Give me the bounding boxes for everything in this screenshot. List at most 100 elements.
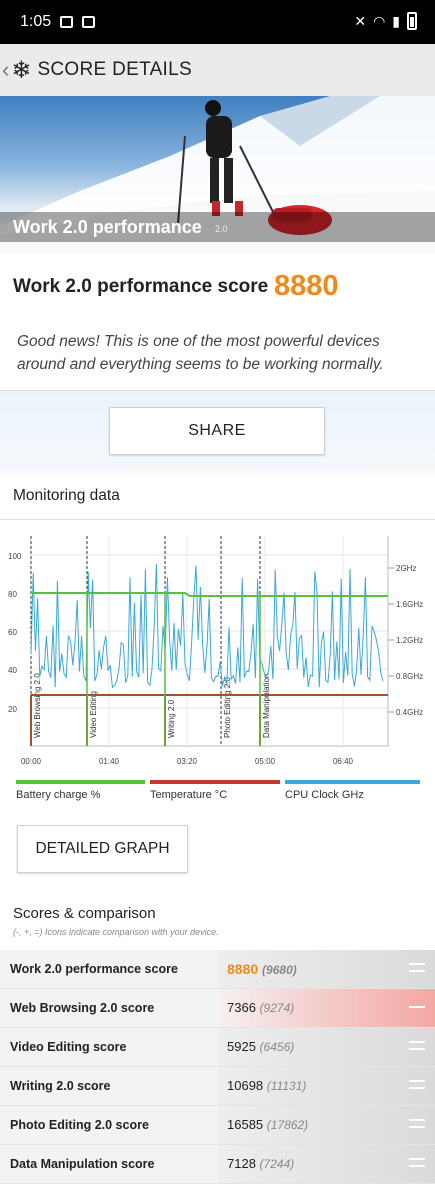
comparison-icon bbox=[409, 1158, 425, 1167]
table-row[interactable]: Video Editing score 5925 (6456) bbox=[0, 1028, 435, 1067]
segment-label: Writing 2.0 bbox=[167, 699, 176, 738]
monitoring-panel: Monitoring data 100 80 60 40 20 2GHz 1.6GHz 1.2… bbox=[0, 473, 435, 936]
result-description: Good news! This is one of the most power… bbox=[0, 318, 435, 391]
y-right-tick: 1.6GHz bbox=[396, 600, 423, 609]
row-name: Photo Editing 2.0 score bbox=[10, 1118, 149, 1132]
segment-label: Data Manipulation bbox=[262, 674, 271, 738]
gallery-notification-icon bbox=[60, 16, 74, 28]
scores-section: Scores & comparison (-, +, =) Icons indi… bbox=[0, 895, 435, 1200]
row-value-cell: 7128 (7244) bbox=[218, 1145, 435, 1183]
legend-cpu: CPU Clock GHz bbox=[285, 780, 420, 801]
y-left-tick: 40 bbox=[8, 666, 17, 675]
row-value: 7128 (7244) bbox=[227, 1156, 294, 1171]
status-bar: 1:05 ✕ ◠ ▮ bbox=[0, 0, 435, 44]
row-score: 8880 bbox=[227, 961, 259, 977]
table-row[interactable]: Web Browsing 2.0 score 7366 (9274) bbox=[0, 989, 435, 1028]
hero-illustration bbox=[0, 96, 435, 254]
row-value: 16585 (17862) bbox=[227, 1117, 308, 1132]
share-section: SHARE bbox=[0, 391, 435, 473]
row-value: 7366 (9274) bbox=[227, 1000, 294, 1015]
row-score: 10698 bbox=[227, 1078, 264, 1093]
scores-note: (-, +, =) Icons indicate comparison with… bbox=[13, 927, 219, 937]
row-value-cell: 8880 (9680) bbox=[218, 950, 435, 988]
hero-overlay bbox=[0, 212, 435, 242]
comparison-icon bbox=[409, 963, 425, 972]
series-cpu-clock bbox=[30, 563, 384, 689]
legend-temperature-label: Temperature °C bbox=[150, 789, 228, 801]
row-value: 10698 (11131) bbox=[227, 1078, 306, 1093]
row-score: 5925 bbox=[227, 1039, 256, 1054]
legend-battery: Battery charge % bbox=[16, 780, 145, 801]
table-row[interactable]: Writing 2.0 score 10698 (11131) bbox=[0, 1067, 435, 1106]
table-row[interactable]: Work 2.0 performance score 8880 (9680) bbox=[0, 950, 435, 989]
y-right-tick: 0.4GHz bbox=[396, 708, 423, 717]
series-battery-charge bbox=[31, 592, 388, 597]
mute-icon: ✕ bbox=[354, 12, 367, 29]
row-value-cell: 16585 (17862) bbox=[218, 1106, 435, 1144]
x-tick: 05:00 bbox=[255, 757, 276, 766]
scores-title: Scores & comparison bbox=[13, 905, 156, 922]
row-name: Data Manipulation score bbox=[10, 1157, 155, 1171]
row-reference: (7244) bbox=[259, 1157, 295, 1171]
score-label: Work 2.0 performance score bbox=[13, 276, 269, 297]
y-left-tick: 60 bbox=[8, 628, 17, 637]
row-name: Work 2.0 performance score bbox=[10, 962, 178, 976]
y-right-tick: 2GHz bbox=[396, 564, 416, 573]
table-row[interactable]: Data Manipulation score 7128 (7244) bbox=[0, 1145, 435, 1184]
row-value-cell: 5925 (6456) bbox=[218, 1028, 435, 1066]
x-tick: 06:40 bbox=[333, 757, 354, 766]
app-header: ‹ ❄ SCORE DETAILS bbox=[0, 44, 435, 97]
row-score: 7366 bbox=[227, 1000, 256, 1015]
y-right-tick: 0.8GHz bbox=[396, 672, 423, 681]
page-title: SCORE DETAILS bbox=[37, 59, 192, 80]
detailed-graph-button[interactable]: DETAILED GRAPH bbox=[17, 825, 188, 873]
row-value: 8880 (9680) bbox=[227, 961, 297, 977]
score-card: Work 2.0 performance score 8880 bbox=[0, 254, 435, 319]
legend-cpu-label: CPU Clock GHz bbox=[285, 789, 364, 801]
battery-icon bbox=[407, 12, 417, 30]
wifi-icon: ◠ bbox=[373, 12, 386, 29]
hero-title: Work 2.0 performance bbox=[13, 217, 202, 237]
row-score: 7128 bbox=[227, 1156, 256, 1171]
app-notification-icon bbox=[82, 16, 96, 28]
row-name: Web Browsing 2.0 score bbox=[10, 1001, 155, 1015]
row-value-cell: 7366 (9274) bbox=[218, 989, 435, 1027]
comparison-icon bbox=[409, 1006, 425, 1008]
status-time: 1:05 bbox=[20, 13, 52, 30]
monitoring-chart: 100 80 60 40 20 2GHz 1.6GHz 1.2GHz 0.8GHz 0.4GHz 0… bbox=[8, 536, 423, 766]
chart-legend: Battery charge % Temperature °C CPU Cloc… bbox=[0, 780, 435, 810]
comparison-icon bbox=[409, 1041, 425, 1050]
x-tick: 03:20 bbox=[177, 757, 198, 766]
row-reference: (9680) bbox=[262, 963, 297, 977]
legend-battery-label: Battery charge % bbox=[16, 789, 101, 801]
y-left-tick: 100 bbox=[8, 552, 22, 561]
scores-table: Work 2.0 performance score 8880 (9680) Web… bbox=[0, 950, 435, 1184]
row-reference: (17862) bbox=[266, 1118, 309, 1132]
row-score: 16585 bbox=[227, 1117, 264, 1132]
row-reference: (9274) bbox=[259, 1001, 295, 1015]
segment-label: Web Browsing 2.0 bbox=[33, 673, 42, 738]
y-left-tick: 20 bbox=[8, 705, 17, 714]
table-row[interactable]: Photo Editing 2.0 score 16585 (17862) bbox=[0, 1106, 435, 1145]
hero-banner: Work 2.0 performance 2.0 bbox=[0, 96, 435, 254]
row-reference: (6456) bbox=[259, 1040, 295, 1054]
score-value: 8880 bbox=[274, 270, 339, 302]
hero-version: 2.0 bbox=[215, 224, 228, 234]
x-tick: 01:40 bbox=[99, 757, 120, 766]
y-right-tick: 1.2GHz bbox=[396, 636, 423, 645]
row-reference: (11131) bbox=[266, 1079, 307, 1093]
comparison-icon bbox=[409, 1080, 425, 1089]
segment-label: Video Editing bbox=[89, 691, 98, 738]
row-name: Writing 2.0 score bbox=[10, 1079, 111, 1093]
share-button[interactable]: SHARE bbox=[109, 407, 325, 455]
signal-icon: ▮ bbox=[392, 12, 400, 29]
description-text: Good news! This is one of the most power… bbox=[17, 333, 384, 373]
comparison-icon bbox=[409, 1119, 425, 1128]
snowflake-logo-icon: ❄ bbox=[11, 56, 32, 84]
legend-temperature: Temperature °C bbox=[150, 780, 280, 801]
back-arrow-icon[interactable]: ‹ bbox=[2, 57, 10, 82]
x-tick: 00:00 bbox=[21, 757, 42, 766]
y-left-tick: 80 bbox=[8, 590, 17, 599]
divider bbox=[0, 519, 435, 520]
segment-label: Photo Editing 2.0 bbox=[223, 677, 232, 738]
